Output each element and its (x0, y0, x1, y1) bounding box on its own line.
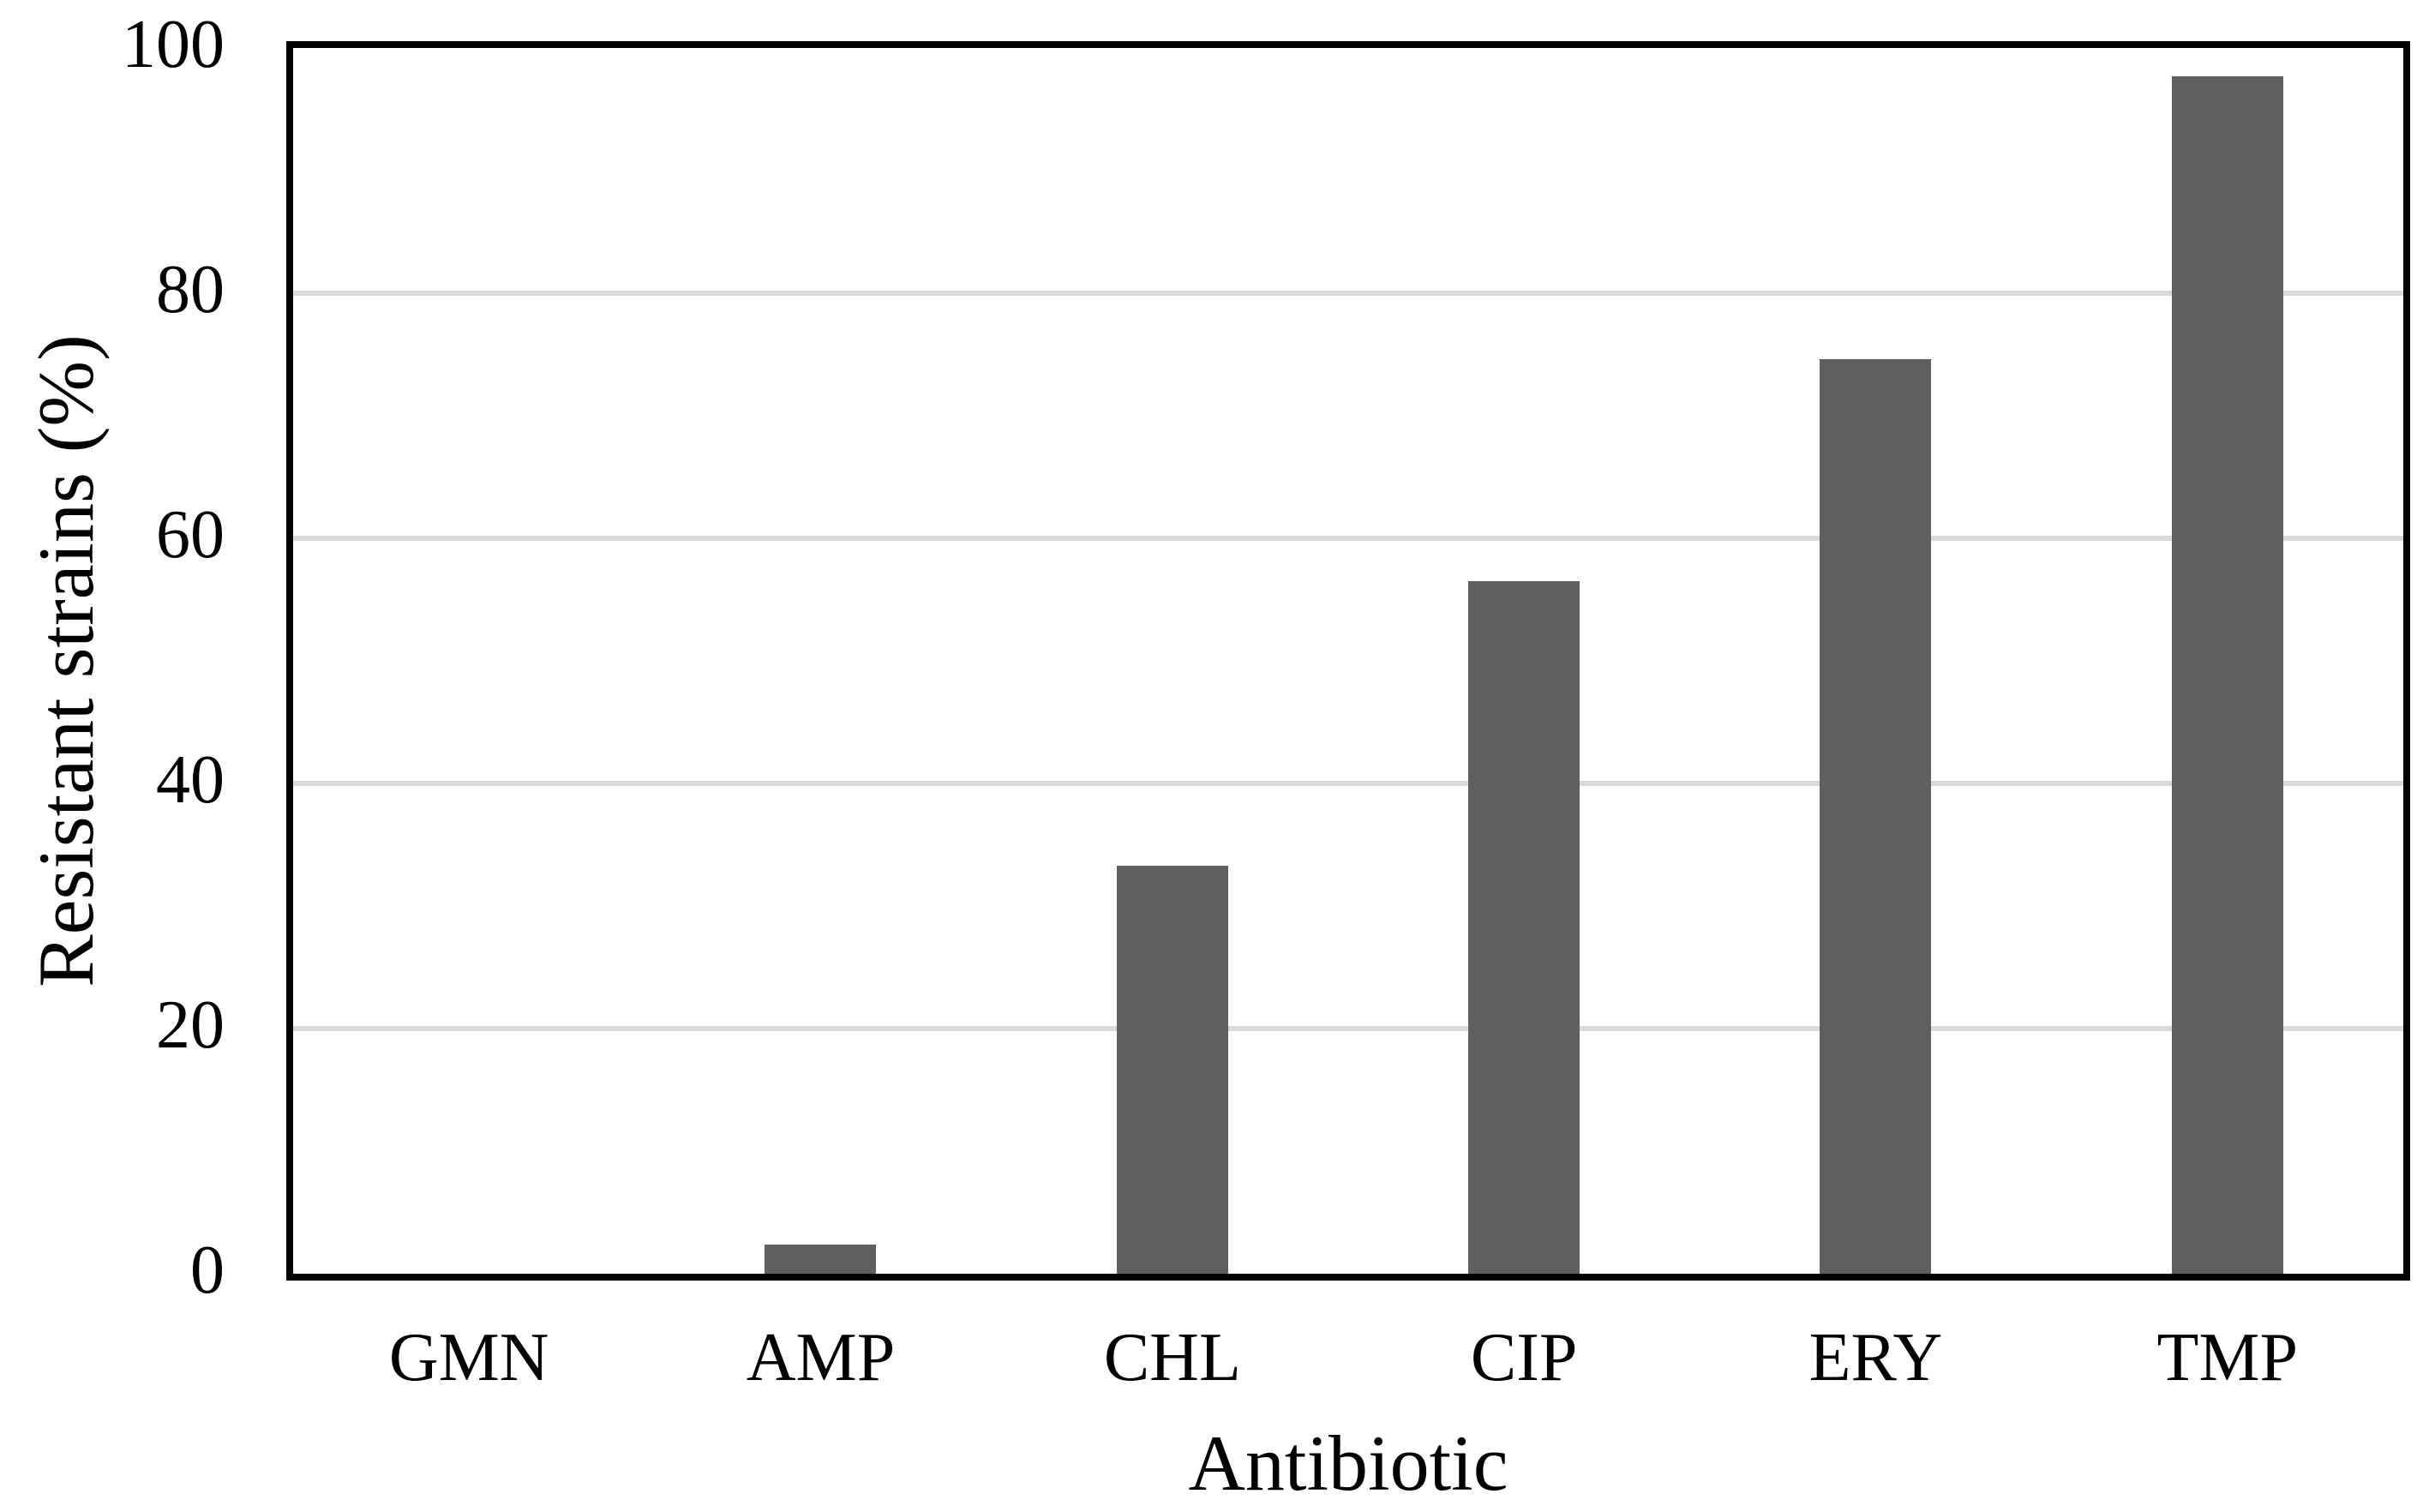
y-tick-label-0: 0 (190, 1233, 225, 1308)
x-axis-tick-labels: GMN AMP CHL CIP ERY TMP (293, 1310, 2403, 1406)
bar-cip (1468, 581, 1580, 1274)
y-tick-label-100: 100 (122, 7, 225, 82)
gridline-y-40 (293, 781, 2403, 786)
bar-slot-cip (1348, 48, 1700, 1274)
bar-slot-gmn (293, 48, 645, 1274)
bar-ery (1820, 359, 1932, 1274)
y-tick-label-80: 80 (156, 252, 225, 327)
y-tick-label-60: 60 (156, 497, 225, 573)
gridline-y-60 (293, 536, 2403, 541)
x-tick-label-ery: ERY (1808, 1320, 1943, 1395)
plot-area (286, 41, 2410, 1281)
bar-amp (765, 1244, 877, 1274)
bar-slot-ery (1700, 48, 2051, 1274)
bar-tmp (2171, 75, 2283, 1274)
bar-slot-amp (645, 48, 996, 1274)
x-axis-title: Antibiotic (1188, 1419, 1508, 1507)
x-tick-label-chl: CHL (1103, 1320, 1241, 1395)
x-tick-label-cip: CIP (1470, 1320, 1578, 1395)
y-tick-label-20: 20 (156, 987, 225, 1063)
x-tick-label-tmp: TMP (2156, 1320, 2299, 1395)
x-tick-label-gmn: GMN (388, 1320, 549, 1395)
bars-container (293, 48, 2403, 1274)
bar-chl (1116, 865, 1228, 1274)
gridline-y-20 (293, 1026, 2403, 1031)
y-axis-title: Resistant strains (%) (22, 334, 110, 987)
y-tick-label-40: 40 (156, 742, 225, 818)
x-tick-label-amp: AMP (746, 1320, 896, 1395)
bar-slot-chl (997, 48, 1348, 1274)
bar-slot-tmp (2052, 48, 2403, 1274)
gridline-y-80 (293, 291, 2403, 296)
